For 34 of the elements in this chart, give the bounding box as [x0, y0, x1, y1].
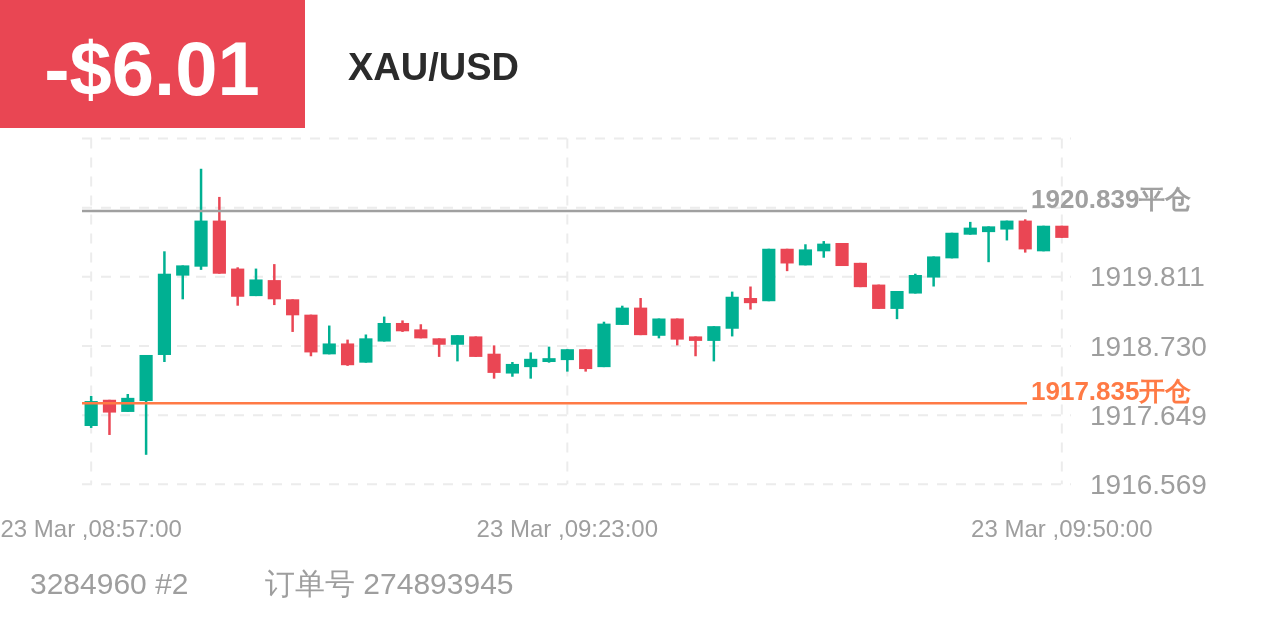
candlestick: [340, 338, 355, 368]
candlestick: [688, 335, 703, 358]
text: 订单号 274893945: [265, 566, 514, 600]
chart-title: XAU/USD: [348, 46, 520, 88]
y-tick-label: 1918.730: [1090, 330, 1207, 362]
text: -$6.01: [44, 25, 260, 111]
y-tick-label: 1916.569: [1090, 468, 1207, 500]
candlestick: [176, 264, 190, 301]
candlestick: [670, 317, 684, 347]
candlestick: [286, 298, 300, 334]
candlestick: [615, 304, 629, 327]
candlestick: [579, 347, 593, 373]
x-tick-label: 23 Mar ,08:57:00: [0, 514, 182, 542]
x-tick-label: 23 Mar ,09:23:00: [476, 514, 659, 542]
candlestick: [707, 324, 721, 363]
candlestick: [377, 315, 391, 343]
ref-line-label: 1920.839平仓: [1031, 184, 1192, 215]
text: 3284960 #2: [30, 566, 189, 600]
candlestick: [524, 351, 538, 380]
y-tick-label: 1919.811: [1090, 261, 1205, 293]
x-tick-label: 23 Mar ,09:50:00: [971, 514, 1153, 542]
candlestick: [908, 272, 922, 295]
candlestick: [927, 255, 941, 288]
candlestick: [450, 333, 465, 363]
candlestick: [890, 289, 904, 321]
candlestick: [267, 262, 281, 307]
candlestick: [743, 285, 758, 311]
candlestick: [981, 225, 996, 264]
candlestick: [249, 267, 263, 298]
candlestick: [487, 344, 501, 380]
candlestick: [432, 337, 446, 359]
candlestick: [560, 347, 574, 373]
candlestick: [469, 335, 483, 359]
candlestick: [322, 324, 336, 356]
